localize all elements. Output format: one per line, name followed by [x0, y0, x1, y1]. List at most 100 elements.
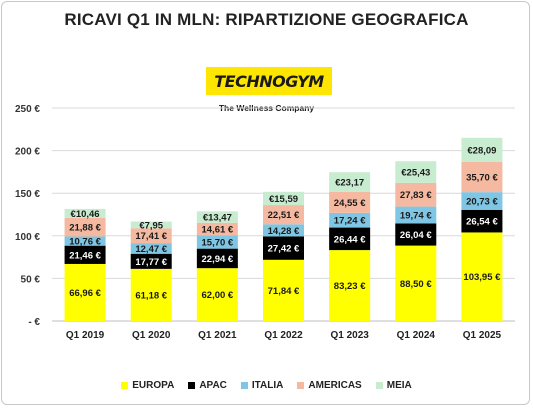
data-label-italia: 12,47 € — [135, 244, 167, 255]
bar-americas-4 — [329, 191, 371, 213]
bar-meia-1 — [130, 221, 172, 229]
bar-apac-6 — [461, 209, 503, 233]
bar-europa-5 — [395, 245, 437, 321]
bar-americas-2 — [196, 222, 238, 236]
bar-europa-4 — [329, 250, 371, 321]
legend-label: AMERICAS — [308, 380, 362, 391]
bar-americas-3 — [263, 205, 304, 225]
legend-item-meia: MEIA — [375, 380, 412, 391]
data-label-americas: 21,88 € — [69, 223, 101, 234]
legend-item-apac: APAC — [188, 380, 227, 391]
legend-item-italia: ITALIA — [240, 380, 284, 391]
data-label-italia: 10,76 € — [69, 237, 101, 248]
legend-label: APAC — [199, 380, 227, 391]
data-label-americas: 17,41 € — [135, 231, 167, 242]
y-tick-label: 50 € — [21, 274, 41, 285]
data-label-meia: €13,47 — [203, 213, 232, 224]
bar-italia-3 — [263, 224, 304, 237]
data-label-meia: €10,46 — [71, 209, 100, 220]
data-label-americas: 24,55 € — [334, 198, 366, 209]
logo-text: TECHNOGYM — [214, 71, 324, 91]
x-tick-label: Q1 2024 — [397, 330, 436, 341]
data-label-meia: €25,43 — [401, 168, 430, 179]
bar-meia-6 — [461, 137, 503, 162]
data-label-americas: 35,70 € — [466, 172, 498, 183]
data-label-europa: 103,95 € — [463, 272, 501, 283]
bar-apac-1 — [130, 253, 172, 269]
data-label-italia: 17,24 € — [334, 216, 366, 227]
bar-apac-2 — [196, 248, 238, 269]
data-label-apac: 22,94 € — [202, 254, 234, 265]
y-tick-label: 250 € — [15, 104, 40, 115]
data-label-europa: 62,00 € — [202, 290, 234, 301]
data-label-apac: 27,42 € — [268, 244, 300, 255]
data-label-apac: 26,44 € — [334, 234, 366, 245]
data-label-meia: €23,17 — [335, 178, 364, 189]
bar-europa-6 — [461, 232, 503, 321]
data-label-italia: 20,73 € — [466, 196, 498, 207]
y-tick-label: - € — [28, 317, 40, 328]
x-tick-label: Q1 2020 — [132, 330, 171, 341]
bar-apac-0 — [64, 245, 106, 264]
bar-europa-2 — [196, 268, 238, 321]
x-tick-label: Q1 2023 — [330, 330, 369, 341]
data-label-europa: 88,50 € — [400, 279, 432, 290]
bar-europa-1 — [130, 268, 172, 321]
bar-italia-0 — [64, 236, 106, 246]
data-label-apac: 26,54 € — [466, 217, 498, 228]
legend-label: MEIA — [386, 380, 412, 391]
bar-meia-0 — [64, 208, 106, 218]
legend-label: ITALIA — [251, 380, 284, 391]
x-tick-label: Q1 2021 — [198, 330, 237, 341]
data-label-americas: 27,83 € — [400, 190, 432, 201]
chart-legend: EUROPA APAC ITALIA AMERICAS MEIA — [0, 380, 533, 391]
chart-title: RICAVI Q1 IN MLN: RIPARTIZIONE GEOGRAFIC… — [64, 10, 469, 29]
x-tick-label: Q1 2019 — [66, 330, 105, 341]
bar-meia-5 — [395, 161, 437, 183]
data-label-meia: €28,09 — [467, 145, 496, 156]
legend-swatch — [188, 382, 196, 389]
data-label-apac: 17,77 € — [135, 257, 167, 268]
legend-swatch — [375, 382, 383, 389]
y-tick-label: 200 € — [15, 147, 40, 158]
bar-europa-3 — [263, 259, 304, 321]
legend-item-americas: AMERICAS — [297, 380, 362, 391]
legend-swatch — [240, 382, 248, 389]
bar-europa-0 — [64, 263, 106, 321]
x-tick-label: Q1 2025 — [463, 330, 502, 341]
y-tick-label: 150 € — [15, 189, 40, 200]
data-label-meia: €7,95 — [139, 220, 163, 231]
bar-meia-3 — [263, 191, 304, 206]
data-label-europa: 66,96 € — [69, 288, 101, 299]
data-label-americas: 22,51 € — [268, 210, 300, 221]
bar-italia-1 — [130, 243, 172, 254]
data-label-europa: 71,84 € — [268, 286, 300, 297]
data-label-americas: 14,61 € — [202, 225, 234, 236]
bar-meia-2 — [196, 211, 238, 223]
bar-americas-5 — [395, 182, 437, 207]
bar-apac-5 — [395, 223, 437, 246]
data-label-europa: 61,18 € — [135, 290, 167, 301]
bar-americas-6 — [461, 161, 503, 193]
bar-meia-4 — [329, 172, 371, 192]
data-label-europa: 83,23 € — [334, 281, 366, 292]
bar-italia-5 — [395, 206, 437, 224]
bar-italia-6 — [461, 192, 503, 210]
bar-americas-0 — [64, 217, 106, 237]
legend-label: EUROPA — [132, 380, 175, 391]
legend-swatch — [297, 382, 305, 389]
bar-apac-4 — [329, 227, 371, 251]
x-tick-label: Q1 2022 — [264, 330, 303, 341]
bar-italia-4 — [329, 212, 371, 228]
data-label-meia: €15,59 — [269, 194, 298, 205]
legend-item-europa: EUROPA — [121, 380, 174, 391]
data-label-apac: 26,04 € — [400, 230, 432, 241]
data-label-italia: 19,74 € — [400, 211, 432, 222]
bar-italia-2 — [196, 235, 238, 249]
bar-americas-1 — [130, 228, 172, 244]
y-tick-label: 100 € — [15, 232, 40, 243]
technogym-logo: TECHNOGYM — [206, 67, 332, 95]
legend-swatch — [121, 382, 129, 389]
data-label-apac: 21,46 € — [69, 250, 101, 261]
